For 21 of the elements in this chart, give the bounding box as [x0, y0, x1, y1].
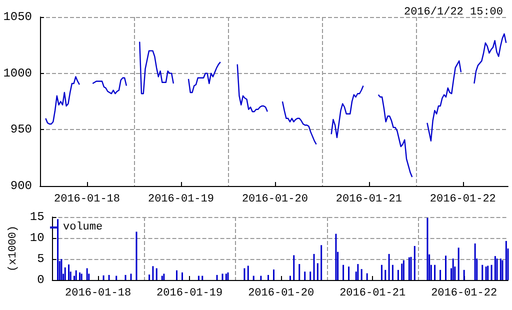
- x-tick-label: 2016-01-21: [340, 288, 406, 300]
- x-tick-label: 2016-01-20: [248, 288, 314, 300]
- y-axis-title: (x1000): [8, 225, 20, 272]
- x-tick-label: 2016-01-20: [242, 194, 308, 206]
- x-tick-label: 2016-01-22: [431, 288, 498, 300]
- x-tick-label: 2016-01-19: [148, 194, 214, 206]
- x-tick-label: 2016-01-19: [156, 288, 223, 300]
- y-tick-label: 5: [37, 252, 44, 266]
- y-tick-label: 15: [30, 210, 44, 224]
- y-tick-label: 950: [10, 122, 32, 137]
- legend-label: volume: [63, 222, 103, 234]
- y-tick-label: 0: [37, 273, 44, 287]
- chart-subtitle: 2016/1/22 15:00: [404, 6, 504, 18]
- y-tick-label: 1050: [3, 10, 32, 24]
- x-tick-label: 2016-01-21: [336, 194, 402, 206]
- x-tick-label: 2016-01-22: [430, 194, 496, 206]
- x-tick-label: 2016-01-18: [65, 288, 132, 300]
- y-tick-label: 1000: [3, 66, 32, 80]
- x-tick-label: 2016-01-18: [54, 194, 120, 206]
- y-tick-label: 900: [10, 179, 32, 193]
- y-tick-label: 10: [30, 231, 44, 245]
